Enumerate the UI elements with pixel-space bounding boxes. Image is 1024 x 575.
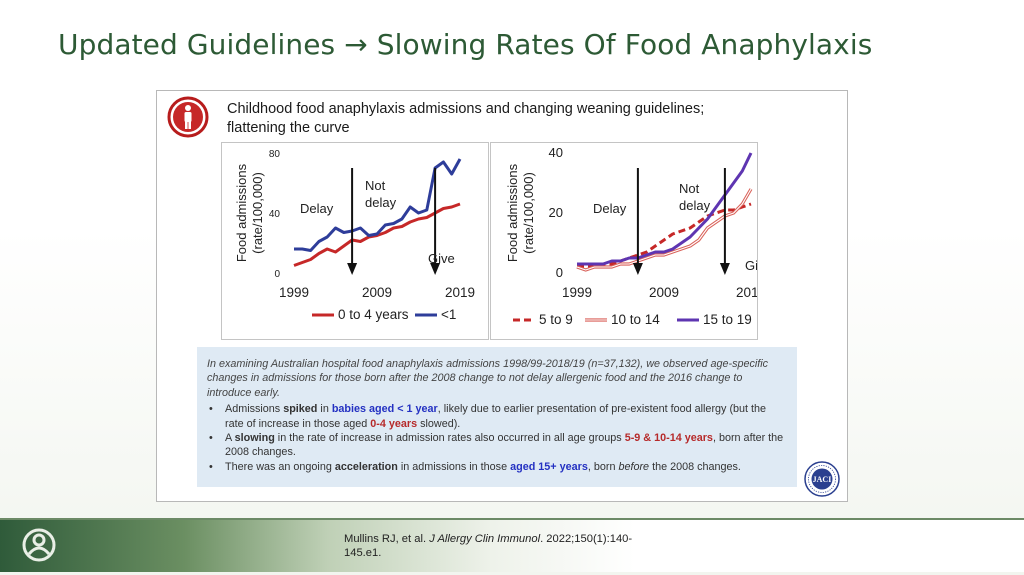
text-run: slowing <box>234 432 275 445</box>
summary-intro: In examining Australian hospital food an… <box>207 358 769 399</box>
legend-label: <1 <box>441 307 456 322</box>
y-tick-label: 40 <box>269 209 281 220</box>
person-in-circle-icon <box>167 96 209 138</box>
text-run: slowed). <box>417 417 461 430</box>
chart-older-svg: Food admissions (rate/100,000) 0 20 40 1999 20… <box>505 145 757 327</box>
summary-bullet-3: There was an ongoing acceleration in adm… <box>207 460 787 475</box>
chart-annotation: Delay <box>300 201 334 216</box>
legend-label: 0 to 4 years <box>338 307 409 322</box>
y-tick-label: 80 <box>269 149 281 160</box>
x-tick-label: 2009 <box>649 285 679 300</box>
figure-title-line1: Childhood food anaphylaxis admissions an… <box>227 101 705 117</box>
summary-bullet-2: A slowing in the rate of increase in adm… <box>207 431 787 460</box>
chart-annotation: Not <box>365 178 386 193</box>
y-tick-label: 0 <box>556 265 563 280</box>
footer-bar: Mullins RJ, et al. J Allergy Clin Immuno… <box>0 518 1024 575</box>
text-run: 0-4 years <box>370 417 418 430</box>
chart-annotation: delay <box>365 195 397 210</box>
y-axis-label: Food admissions <box>234 163 249 262</box>
citation-authors: Mullins RJ, et al. <box>344 533 430 545</box>
legend-label: 10 to 14 <box>611 312 660 327</box>
y-axis-label: (rate/100,000) <box>521 172 536 254</box>
text-run: before <box>618 460 650 473</box>
x-tick-label: 2019 <box>445 285 475 300</box>
summary-box: In examining Australian hospital food an… <box>197 347 797 487</box>
x-tick-label: 1999 <box>562 285 592 300</box>
text-run: 5-9 & 10-14 years <box>624 432 713 445</box>
figure-title: Childhood food anaphylaxis admissions an… <box>227 100 747 138</box>
chart-annotation: Delay <box>593 201 627 216</box>
series-line <box>577 152 753 266</box>
text-run: in <box>317 403 332 416</box>
figure-title-line2: flattening the curve <box>227 120 350 136</box>
footer-divider <box>0 518 1024 520</box>
text-run: acceleration <box>334 460 398 473</box>
x-tick-label: 2009 <box>362 285 392 300</box>
chart-annotation: Not <box>679 181 700 196</box>
text-run: , likely due to earlier presentation of … <box>225 403 767 430</box>
series-line-inner <box>576 188 752 271</box>
text-run: in admissions in those <box>397 460 511 473</box>
jaci-label: JACI <box>813 475 832 484</box>
chart-young-svg: Food admissions (rate/100,000) 0 40 80 1999 20… <box>234 149 475 322</box>
series-line <box>577 202 752 269</box>
footer-gradient <box>0 518 1024 572</box>
figure-panel: Childhood food anaphylaxis admissions an… <box>156 90 848 502</box>
organisation-logo-icon <box>22 528 56 562</box>
text-run: spiked <box>283 403 318 416</box>
citation-volume: . 2022;150(1):140-145.e1. <box>344 533 633 559</box>
text-run: Admissions <box>225 403 284 416</box>
text-run: There was an ongoing <box>225 460 335 473</box>
text-run: babies aged < 1 year <box>331 403 438 416</box>
y-tick-label: 40 <box>549 145 563 160</box>
summary-list: Admissions spiked in babies aged < 1 yea… <box>207 402 787 474</box>
y-tick-label: 20 <box>549 205 563 220</box>
jaci-seal-icon: JACI <box>804 461 840 497</box>
legend-label: 15 to 19 <box>703 312 752 327</box>
x-tick-label: 1999 <box>279 285 309 300</box>
event-arrow-head <box>430 263 441 275</box>
text-run: , born <box>587 460 619 473</box>
event-arrow-head <box>632 263 643 275</box>
chart-annotation: Give <box>428 251 455 266</box>
y-axis-label: (rate/100,000) <box>250 172 265 254</box>
chart-panel-young: Food admissions (rate/100,000) 0 40 80 1999 20… <box>221 142 489 340</box>
text-run: the 2008 changes. <box>649 460 741 473</box>
text-run: , born after the 2008 changes. <box>225 432 784 459</box>
event-arrow-head <box>347 263 358 275</box>
series-line <box>294 158 462 252</box>
text-run: in the rate of increase in admission rat… <box>274 432 625 445</box>
chart-annotation: delay <box>679 198 711 213</box>
text-run: aged 15+ years <box>510 460 588 473</box>
summary-bullet-1: Admissions spiked in babies aged < 1 yea… <box>207 402 787 431</box>
y-tick-label: 0 <box>274 269 280 280</box>
citation-journal: J Allergy Clin Immunol <box>429 533 541 545</box>
chart-annotation: Give <box>745 258 757 273</box>
event-arrow-head <box>719 263 730 275</box>
slide-title: Updated Guidelines → Slowing Rates Of Fo… <box>58 28 873 61</box>
x-tick-label: 2019 <box>736 285 757 300</box>
y-axis-label: Food admissions <box>505 163 520 262</box>
text-run: A <box>225 432 235 445</box>
legend-label: 5 to 9 <box>539 312 573 327</box>
citation: Mullins RJ, et al. J Allergy Clin Immuno… <box>344 532 664 560</box>
chart-panel-older: Food admissions (rate/100,000) 0 20 40 1999 20… <box>490 142 758 340</box>
